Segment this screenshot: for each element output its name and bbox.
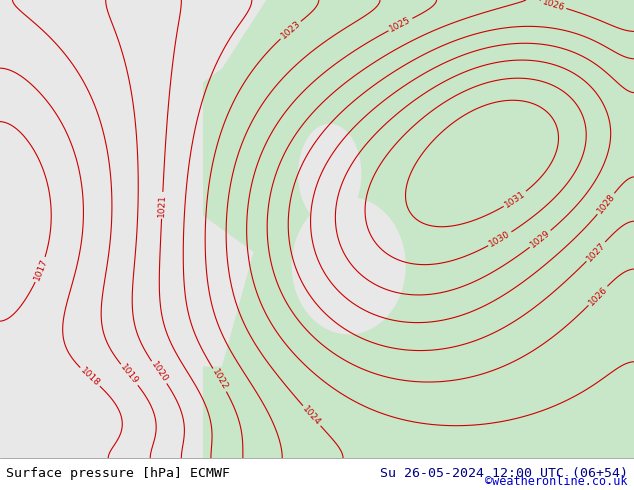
Text: Surface pressure [hPa] ECMWF: Surface pressure [hPa] ECMWF bbox=[6, 467, 230, 480]
Polygon shape bbox=[0, 0, 266, 206]
Text: 1026: 1026 bbox=[586, 285, 609, 307]
Text: 1024: 1024 bbox=[301, 404, 323, 427]
Text: ©weatheronline.co.uk: ©weatheronline.co.uk bbox=[485, 475, 628, 489]
Text: 1030: 1030 bbox=[488, 229, 512, 249]
Text: 1020: 1020 bbox=[149, 360, 169, 384]
Text: 1026: 1026 bbox=[541, 0, 566, 12]
Text: 1027: 1027 bbox=[585, 241, 607, 263]
Text: 1018: 1018 bbox=[79, 366, 101, 388]
Text: 1021: 1021 bbox=[157, 194, 167, 217]
Text: 1023: 1023 bbox=[279, 19, 302, 41]
Text: 1029: 1029 bbox=[529, 228, 552, 250]
Ellipse shape bbox=[298, 123, 361, 224]
Polygon shape bbox=[127, 206, 254, 367]
Ellipse shape bbox=[292, 197, 406, 335]
Bar bbox=[0, 0, 203, 458]
Text: 1028: 1028 bbox=[595, 192, 617, 216]
Text: 1025: 1025 bbox=[388, 15, 413, 34]
Text: Su 26-05-2024 12:00 UTC (06+54): Su 26-05-2024 12:00 UTC (06+54) bbox=[380, 467, 628, 480]
Text: 1031: 1031 bbox=[503, 189, 527, 209]
Text: 1019: 1019 bbox=[119, 363, 140, 387]
Text: 1022: 1022 bbox=[210, 368, 230, 392]
Text: 1017: 1017 bbox=[32, 257, 49, 282]
